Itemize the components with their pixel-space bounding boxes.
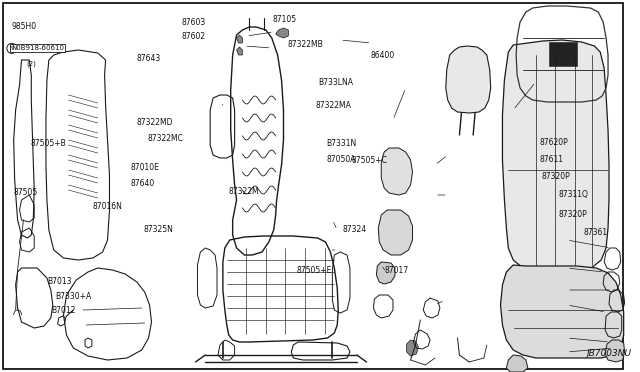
Text: 87361: 87361 (583, 228, 607, 237)
Text: 87325N: 87325N (144, 225, 174, 234)
Text: B7330+A: B7330+A (55, 292, 92, 301)
Polygon shape (500, 265, 623, 358)
Polygon shape (506, 355, 528, 372)
Text: 87324: 87324 (343, 225, 367, 234)
Text: 87505+C: 87505+C (351, 156, 387, 165)
Polygon shape (502, 40, 609, 273)
Text: (2): (2) (26, 61, 36, 67)
Text: B7012: B7012 (51, 306, 76, 315)
Text: B7331N: B7331N (326, 139, 357, 148)
Text: 87320P: 87320P (559, 210, 588, 219)
Text: 87505: 87505 (14, 188, 38, 197)
Text: 87322MD: 87322MD (136, 118, 173, 126)
Text: 87611: 87611 (540, 155, 563, 164)
Text: 87016N: 87016N (93, 202, 122, 211)
Text: 985H0: 985H0 (12, 22, 36, 31)
Text: N: N (10, 46, 14, 51)
Text: 87505+B: 87505+B (30, 139, 66, 148)
Text: 86400: 86400 (371, 51, 395, 60)
Polygon shape (237, 35, 243, 43)
Text: JB7003NU: JB7003NU (587, 349, 632, 358)
Text: 87017: 87017 (384, 266, 408, 275)
Text: 87050A: 87050A (326, 155, 356, 164)
Text: 87620P: 87620P (540, 138, 568, 147)
Text: 87643: 87643 (136, 54, 161, 63)
Text: 87105: 87105 (272, 15, 296, 24)
Text: 87322M: 87322M (228, 187, 259, 196)
Text: 87505+E: 87505+E (296, 266, 332, 275)
Text: B733LNA: B733LNA (318, 78, 353, 87)
Text: 87311Q: 87311Q (559, 190, 589, 199)
Text: 87603: 87603 (181, 18, 205, 27)
Polygon shape (276, 28, 289, 38)
Text: 87602: 87602 (181, 32, 205, 41)
Polygon shape (605, 340, 625, 362)
Text: 87322MC: 87322MC (147, 134, 183, 143)
Text: 87322MB: 87322MB (288, 40, 324, 49)
Polygon shape (445, 46, 491, 113)
Text: 87320P: 87320P (541, 172, 570, 181)
Polygon shape (406, 340, 419, 356)
Polygon shape (378, 210, 413, 255)
Text: 87010E: 87010E (130, 163, 159, 172)
Text: 87640: 87640 (130, 179, 154, 187)
Text: 87322MA: 87322MA (316, 101, 352, 110)
Text: B7013: B7013 (47, 277, 72, 286)
Polygon shape (376, 262, 395, 284)
Polygon shape (381, 148, 413, 195)
Text: N0B918-60610: N0B918-60610 (12, 45, 64, 51)
Bar (549, 42, 577, 66)
Polygon shape (237, 47, 243, 55)
